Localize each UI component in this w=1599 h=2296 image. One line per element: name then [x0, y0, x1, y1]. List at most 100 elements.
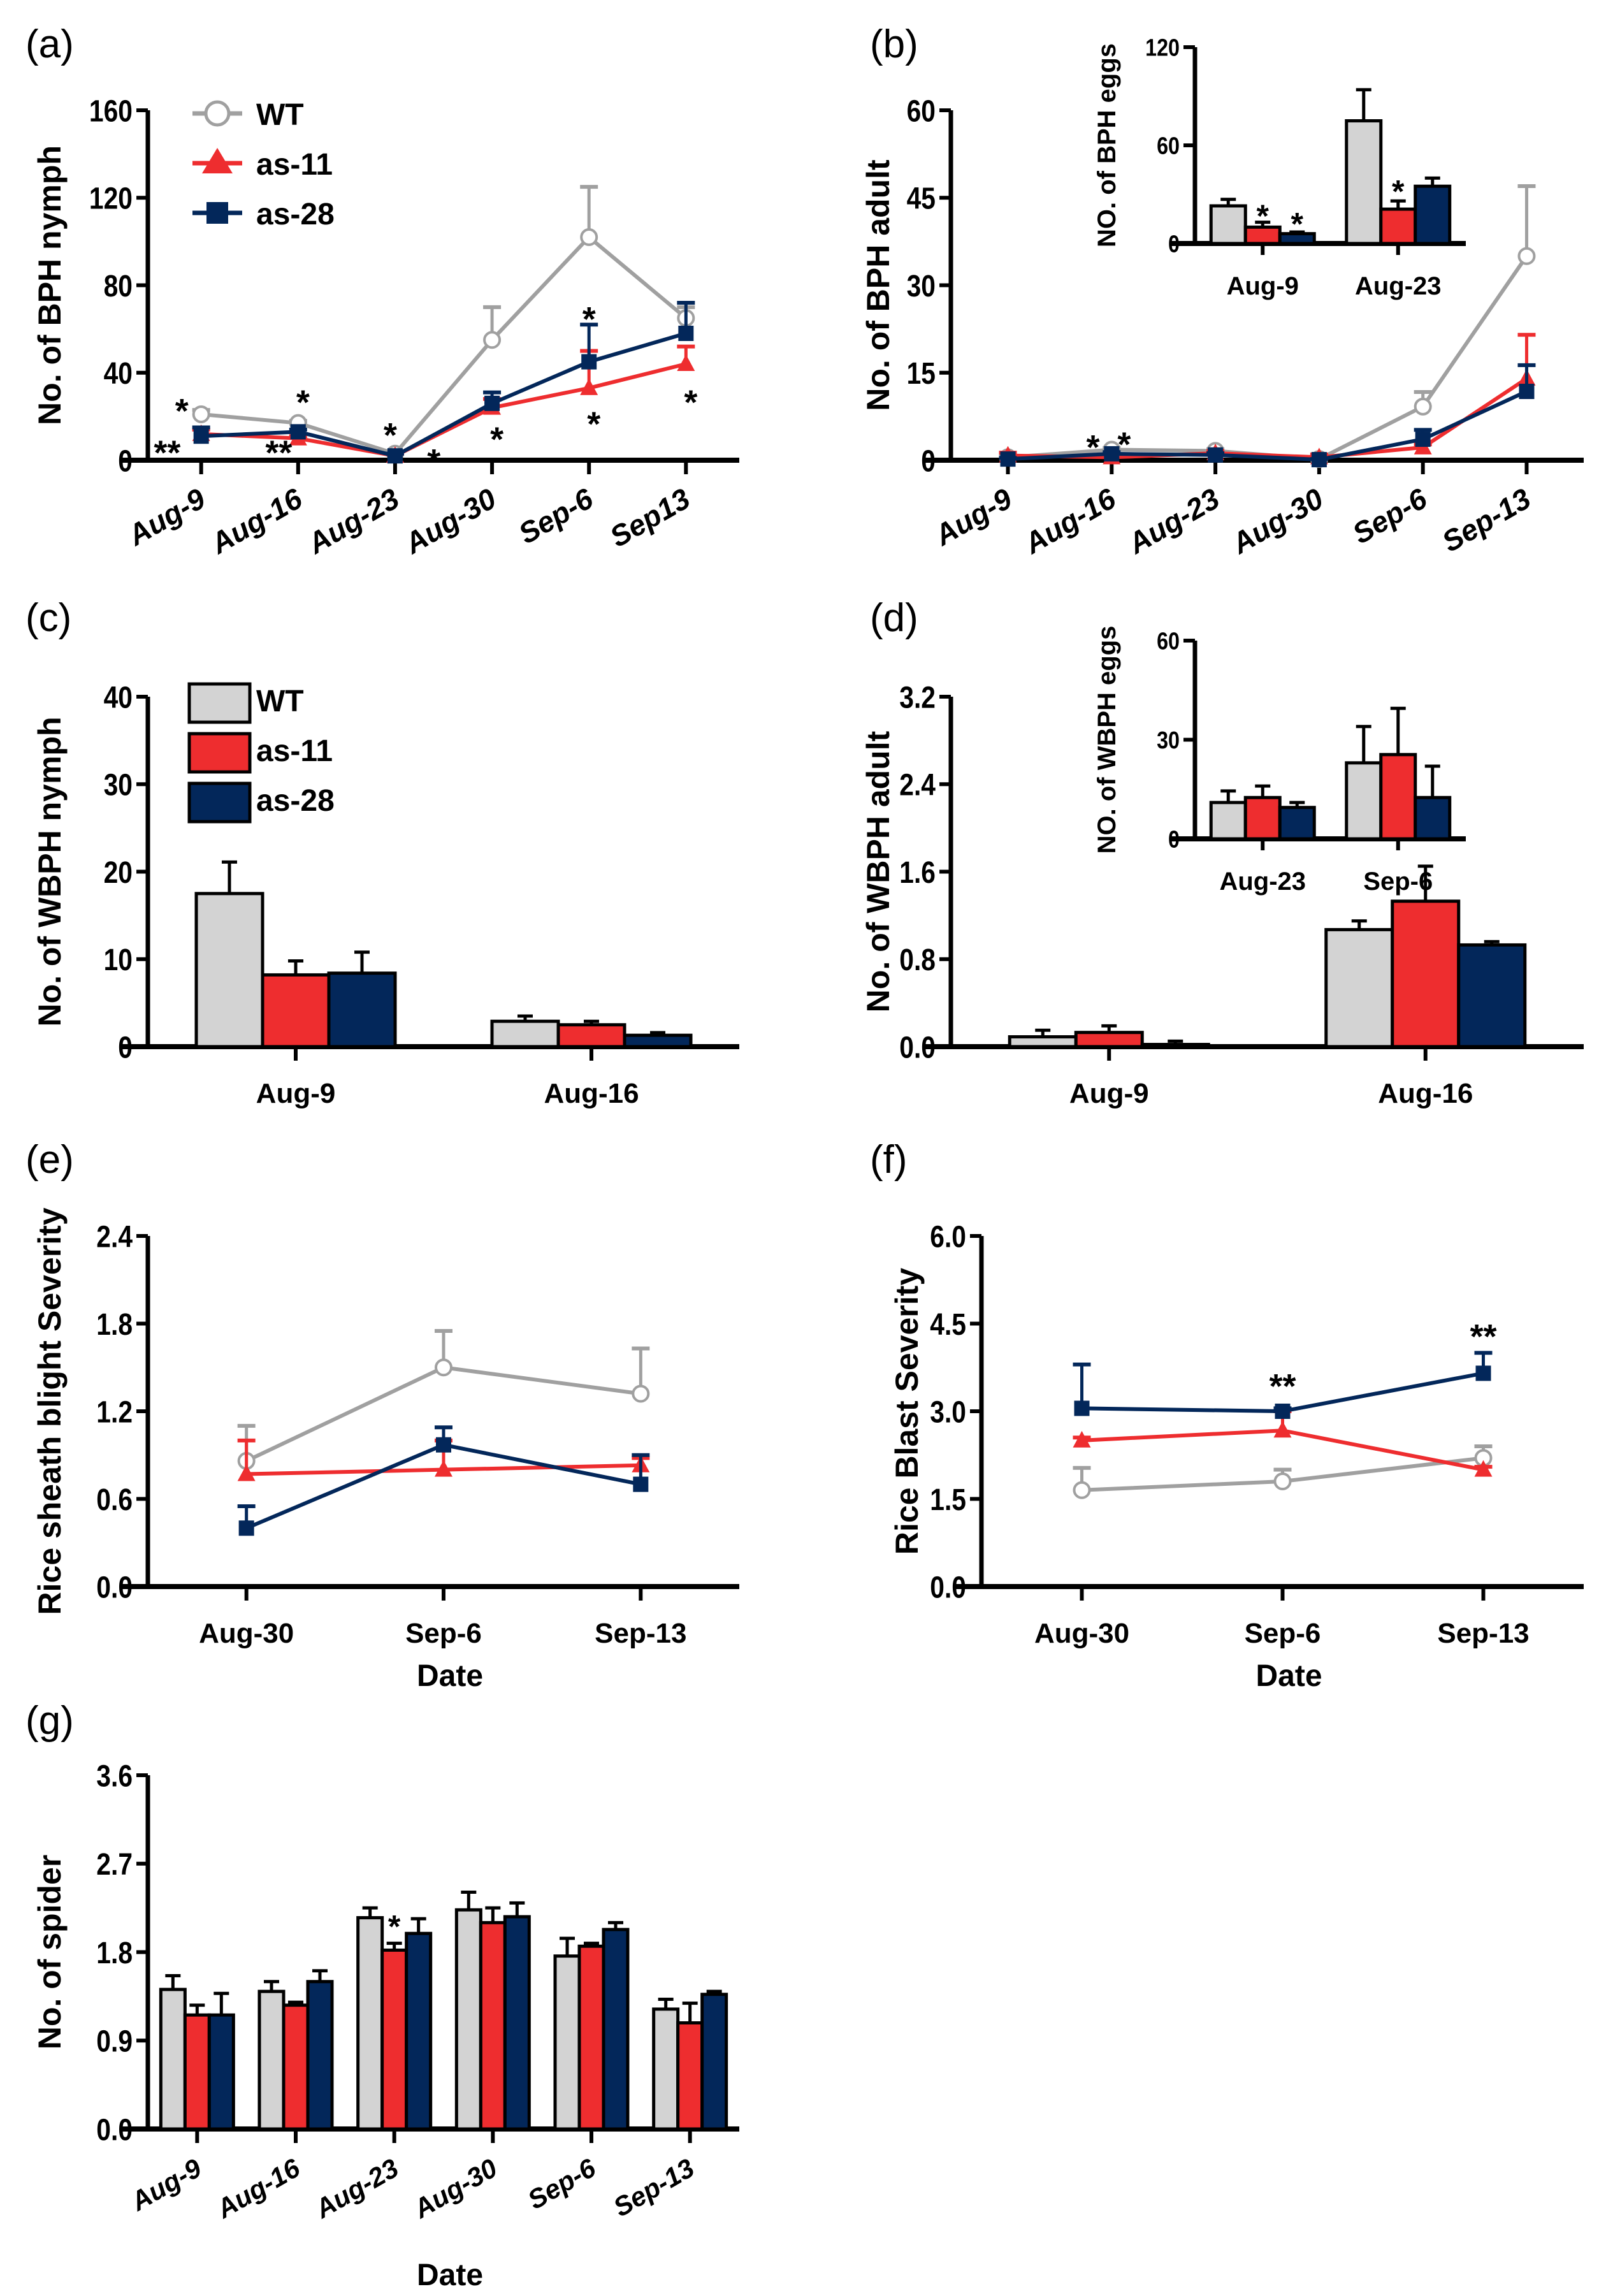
- series-line: [1008, 377, 1528, 460]
- y-tick-label: 45: [907, 182, 936, 216]
- significance-marker: **: [1470, 1318, 1496, 1356]
- panel-label: (e): [25, 1138, 74, 1182]
- y-tick-label: 0.9: [96, 2025, 133, 2059]
- y-tick-label: 0: [118, 444, 133, 478]
- data-point: [1073, 1481, 1091, 1499]
- y-tick-label: 0: [921, 444, 936, 478]
- y-tick-label: 1.2: [96, 1395, 133, 1429]
- series-line: [201, 362, 687, 458]
- bar: [380, 1948, 409, 2131]
- bar: [1345, 761, 1383, 841]
- data-point: [580, 228, 598, 247]
- significance-marker: *: [582, 300, 596, 338]
- y-tick-label: 60: [1157, 628, 1180, 655]
- series-as-28: [237, 1425, 650, 1536]
- bar: [1209, 204, 1247, 245]
- bar: [282, 2003, 310, 2131]
- legend-label: as-11: [256, 148, 333, 182]
- bar: [1243, 796, 1282, 841]
- series-as-28: [999, 363, 1536, 468]
- legend-swatch: [187, 732, 252, 774]
- x-axis-label: Date: [417, 1659, 483, 1693]
- y-axis-label: No. of BPH adult: [860, 159, 896, 411]
- y-tick-label: 30: [1157, 727, 1180, 754]
- data-point: [1208, 447, 1224, 463]
- bar: [479, 1921, 507, 2131]
- y-tick-label: 0: [118, 1031, 133, 1064]
- panel-label: (b): [870, 22, 918, 66]
- data-point: [435, 1460, 452, 1477]
- x-tick-label: Aug-9: [256, 1078, 336, 1109]
- x-tick-label: Sep-6: [523, 2153, 601, 2215]
- series-as-11: [1243, 199, 1417, 245]
- bar: [553, 1954, 581, 2131]
- significance-marker: *: [587, 405, 600, 444]
- y-tick-label: 20: [104, 856, 133, 890]
- data-point: [237, 1464, 256, 1481]
- y-tick-label: 30: [907, 270, 936, 303]
- series-WT: [1073, 1444, 1493, 1499]
- bar: [1008, 1035, 1078, 1049]
- bar: [1379, 207, 1417, 245]
- x-tick-label: Aug-9: [1227, 272, 1299, 300]
- bar: [1278, 806, 1316, 841]
- bar: [454, 1908, 482, 2131]
- y-tick-label: 0: [1168, 826, 1180, 853]
- legend-marker: [204, 100, 231, 127]
- series-WT: [1008, 919, 1394, 1049]
- bar: [356, 1916, 384, 2131]
- data-point: [1275, 1404, 1291, 1419]
- series-as-11: [183, 1906, 704, 2131]
- legend-marker: [202, 148, 233, 173]
- bar: [652, 2007, 680, 2131]
- bar: [700, 1993, 728, 2131]
- significance-marker: *: [490, 421, 503, 459]
- data-point: [1311, 452, 1327, 468]
- series-WT: [1209, 88, 1383, 245]
- significance-marker: *: [1392, 173, 1405, 209]
- legend: WT as-11 as-28: [187, 682, 335, 824]
- data-point: [435, 1358, 452, 1377]
- bar: [1457, 943, 1527, 1049]
- legend-label: WT: [256, 685, 304, 718]
- panel-label: (d): [870, 596, 918, 640]
- bar: [1391, 899, 1461, 1049]
- panel-e: (e) 0.0 0.6 1.2 1.8 2.4 Rice sheath blight Sev…: [25, 1138, 739, 1693]
- panel-label: (c): [25, 596, 71, 640]
- legend-label: as-28: [256, 198, 335, 231]
- x-tick-label: Aug-30: [1226, 481, 1329, 560]
- data-point: [580, 378, 598, 395]
- data-point: [1517, 247, 1536, 265]
- data-point: [1415, 432, 1431, 447]
- data-point: [1000, 451, 1016, 467]
- y-axis-label: Rice sheath blight Severity: [32, 1207, 68, 1615]
- y-axis-label: No. of BPH nymph: [32, 145, 68, 425]
- panel-a: (a) 0 40 80 120 160 No. of BPH nymph Aug-9Aug-1…: [25, 22, 739, 560]
- data-point: [193, 428, 209, 444]
- significance-marker: *: [427, 442, 440, 481]
- data-point: [1104, 446, 1120, 461]
- x-tick-label: Aug-16: [1378, 1078, 1473, 1109]
- y-tick-label: 3.0: [930, 1395, 966, 1429]
- data-point: [387, 448, 403, 464]
- x-tick-label: Aug-9: [122, 481, 211, 552]
- x-tick-label: Sep-13: [1437, 1618, 1529, 1649]
- y-axis-label: No. of WBPH nymph: [32, 716, 68, 1026]
- data-point: [633, 1476, 649, 1492]
- bar: [1414, 796, 1452, 841]
- data-point: [581, 354, 597, 370]
- bar: [207, 2013, 235, 2131]
- x-tick-label: Sep-6: [1347, 481, 1433, 550]
- y-tick-label: 3.2: [899, 681, 936, 715]
- y-tick-label: 4.5: [930, 1308, 966, 1342]
- bar: [1379, 753, 1417, 841]
- x-tick-label: Sep13: [604, 481, 696, 553]
- series-line: [1008, 389, 1528, 462]
- y-tick-label: 40: [104, 357, 133, 391]
- panel-d: (d) 0.0 0.8 1.6 2.4 3.2No. of WBPH adult Aug-9…: [860, 596, 1584, 1109]
- y-tick-label: 6.0: [930, 1220, 966, 1254]
- series-line: [201, 331, 687, 458]
- bar: [602, 1928, 630, 2131]
